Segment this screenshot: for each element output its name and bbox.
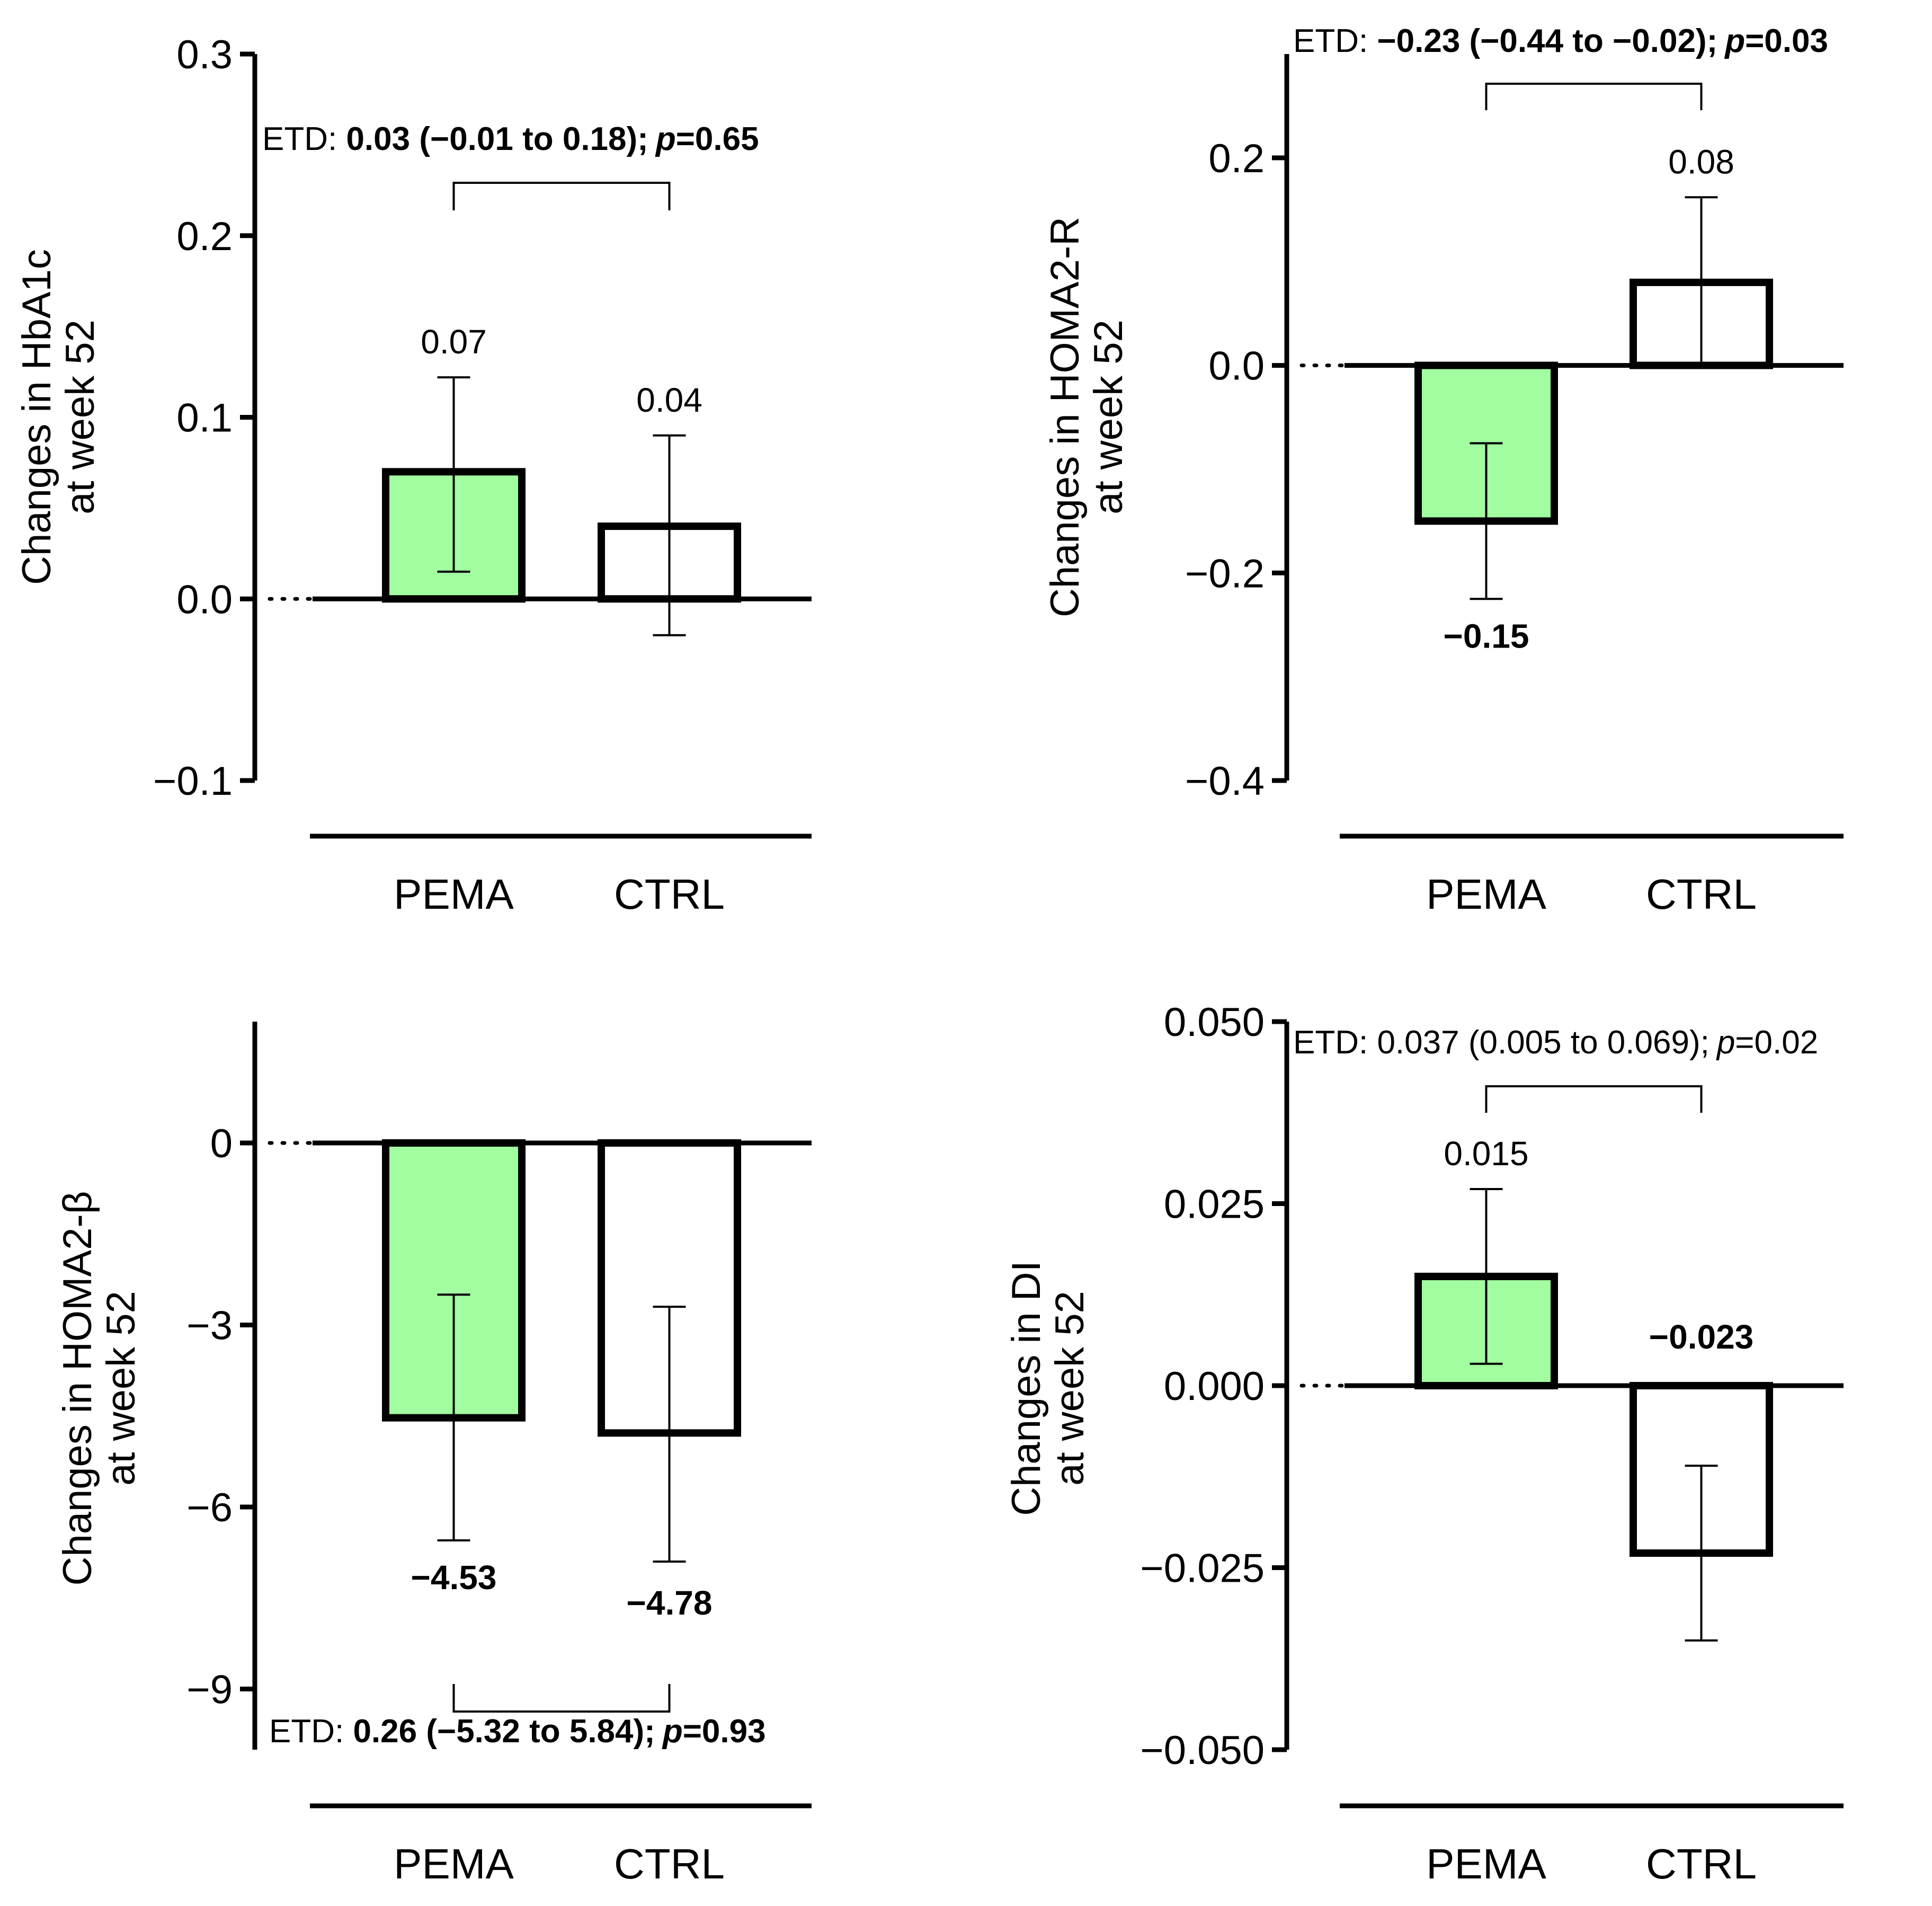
etd-value: 0.26 (−5.32 to 5.84); <box>353 1713 655 1750</box>
y-axis-label-line: Changes in HbA1c <box>14 249 59 585</box>
chart-panel-4: −0.050 −0.025 0.000 0.025 0.050 0.015 −0.023 PE… <box>1004 1000 1844 1887</box>
etd-prefix: ETD: <box>1293 23 1377 59</box>
value-label-ctrl: 0.08 <box>1668 143 1734 181</box>
significance-bracket <box>1485 83 1703 110</box>
etd-annotation: ETD: 0.26 (−5.32 to 5.84); p=0.93 <box>269 1713 766 1750</box>
y-tick-label: −0.2 <box>1185 551 1265 596</box>
category-label-ctrl: CTRL <box>614 1840 725 1887</box>
y-axis-label-line: Changes in HOMA2-β <box>55 1191 100 1586</box>
y-axis-label: Changes in HOMA2-Rat week 52 <box>1043 217 1131 617</box>
y-tick-label: −6 <box>186 1485 233 1530</box>
etd-p-value: =0.93 <box>683 1713 766 1750</box>
error-bar-ctrl <box>1685 196 1718 367</box>
y-axis-label-line: at week 52 <box>58 320 103 515</box>
etd-p-symbol: p <box>1724 23 1745 59</box>
y-axis-label: Changes in DIat week 52 <box>1004 1261 1092 1516</box>
y-tick-label: −0.050 <box>1140 1728 1265 1773</box>
y-tick-label: −0.025 <box>1140 1546 1265 1591</box>
etd-p-symbol: p <box>655 121 676 157</box>
y-tick-label: 0.050 <box>1164 1000 1265 1045</box>
y-tick-label: 0.1 <box>176 396 233 441</box>
significance-bracket <box>452 1684 671 1713</box>
y-tick-label: 0.2 <box>1208 136 1265 181</box>
significance-bracket <box>452 182 671 210</box>
value-label-ctrl: −0.023 <box>1649 1318 1754 1356</box>
y-tick-label: 0.000 <box>1164 1364 1265 1409</box>
error-bar-pema <box>1470 1188 1503 1365</box>
y-axis-label-line: Changes in HOMA2-R <box>1043 217 1088 617</box>
chart-panel-3: −9 −6 −3 0 −4.53 −4.78 PEMA CTRL Changes in HOMA… <box>55 1022 812 1887</box>
category-label-pema: PEMA <box>1426 1840 1546 1887</box>
error-bar-pema <box>437 1293 470 1541</box>
y-tick-label: 0.025 <box>1164 1182 1265 1227</box>
y-tick-label: −9 <box>186 1668 233 1713</box>
etd-p-symbol: p <box>662 1713 683 1750</box>
category-label-ctrl: CTRL <box>1646 871 1757 918</box>
etd-annotation: ETD: 0.037 (0.005 to 0.069); p=0.02 <box>1293 1024 1818 1061</box>
value-label-pema: −4.53 <box>411 1558 497 1597</box>
category-label-ctrl: CTRL <box>614 871 725 918</box>
y-tick-label: 0.3 <box>176 32 233 77</box>
etd-value: 0.037 (0.005 to 0.069); <box>1377 1024 1709 1061</box>
category-label-pema: PEMA <box>394 871 514 918</box>
chart-panel-2: −0.4 −0.2 0.0 0.2 −0.15 0.08 PEMA CTRL Changes i… <box>1043 23 1844 918</box>
error-bar-pema <box>437 376 470 573</box>
y-axis-label-line: Changes in DI <box>1004 1261 1049 1516</box>
etd-prefix: ETD: <box>262 121 346 157</box>
error-bar-pema <box>1470 442 1503 600</box>
error-bar-ctrl <box>1685 1465 1718 1642</box>
etd-annotation: ETD: 0.03 (−0.01 to 0.18); p=0.65 <box>262 121 759 157</box>
significance-bracket <box>1485 1085 1703 1113</box>
value-label-ctrl: −4.78 <box>627 1584 713 1622</box>
y-axis-label-line: at week 52 <box>1086 320 1131 515</box>
chart-panel-1: −0.1 0.0 0.1 0.2 0.3 0.07 0.04 PEMA CTRL Changes … <box>14 32 812 918</box>
y-tick-label: −0.1 <box>153 759 233 804</box>
error-bar-ctrl <box>653 1306 686 1563</box>
etd-value: 0.03 (−0.01 to 0.18); <box>346 121 648 157</box>
y-axis-label-line: at week 52 <box>99 1291 144 1486</box>
etd-p-value: =0.03 <box>1745 23 1828 59</box>
error-bar-ctrl <box>653 434 686 636</box>
value-label-pema: 0.015 <box>1444 1134 1528 1173</box>
etd-value: −0.23 (−0.44 to −0.02); <box>1377 23 1717 59</box>
category-label-ctrl: CTRL <box>1646 1840 1757 1887</box>
y-tick-label: 0.0 <box>176 577 233 622</box>
y-tick-label: −3 <box>186 1304 233 1349</box>
value-label-pema: −0.15 <box>1444 617 1529 655</box>
value-label-ctrl: 0.04 <box>636 381 702 419</box>
value-label-pema: 0.07 <box>421 323 487 361</box>
etd-annotation: ETD: −0.23 (−0.44 to −0.02); p=0.03 <box>1293 23 1828 59</box>
etd-prefix: ETD: <box>1293 1024 1377 1061</box>
etd-p-value: =0.65 <box>676 121 759 157</box>
category-label-pema: PEMA <box>1426 871 1546 918</box>
category-label-pema: PEMA <box>394 1840 514 1887</box>
y-tick-label: −0.4 <box>1185 759 1265 804</box>
etd-p-value: =0.02 <box>1735 1024 1818 1061</box>
etd-p-symbol: p <box>1716 1024 1735 1061</box>
y-tick-label: 0.0 <box>1208 344 1265 389</box>
y-axis-label: Changes in HbA1cat week 52 <box>14 249 103 585</box>
y-axis-label-line: at week 52 <box>1047 1291 1092 1486</box>
y-tick-label: 0 <box>210 1121 233 1166</box>
y-axis-label: Changes in HOMA2-βat week 52 <box>55 1191 144 1586</box>
etd-prefix: ETD: <box>269 1713 353 1750</box>
y-tick-label: 0.2 <box>176 214 233 259</box>
